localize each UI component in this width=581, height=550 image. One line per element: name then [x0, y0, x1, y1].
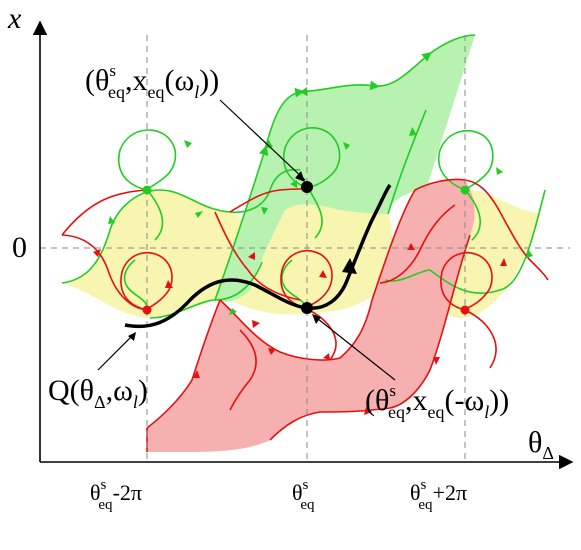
callout-lines	[97, 99, 396, 381]
tick-label-right: θs eq+2π	[410, 477, 467, 513]
red-point-right	[460, 305, 470, 315]
red-point-left	[142, 305, 152, 315]
green-point-left	[142, 185, 152, 195]
zero-label: 0	[12, 231, 27, 264]
trajectory-arrowhead	[342, 258, 357, 274]
lower-equilibrium-point	[301, 302, 313, 314]
red-arrowheads	[93, 243, 507, 415]
tick-label-center: θs eq	[292, 477, 315, 513]
upper-point-label: (θs eq,xeq(ωl))	[85, 61, 219, 102]
grid-lines	[40, 35, 570, 462]
upper-equilibrium-point	[301, 181, 313, 193]
green-arrowheads	[108, 87, 533, 315]
tick-label-left: θs eq-2π	[90, 477, 142, 513]
trajectory-label: Q(θΔ,ωl)	[48, 374, 148, 412]
lower-point-label: (θs eq,xeq(-ωl))	[365, 381, 509, 422]
x-axis-label: θΔ	[528, 426, 554, 463]
axes	[32, 20, 574, 470]
red-curves	[61, 178, 549, 452]
green-curves	[61, 34, 546, 319]
y-axis-label: x	[7, 2, 22, 35]
callout-arrowheads	[128, 171, 321, 341]
green-point-right	[460, 185, 470, 195]
